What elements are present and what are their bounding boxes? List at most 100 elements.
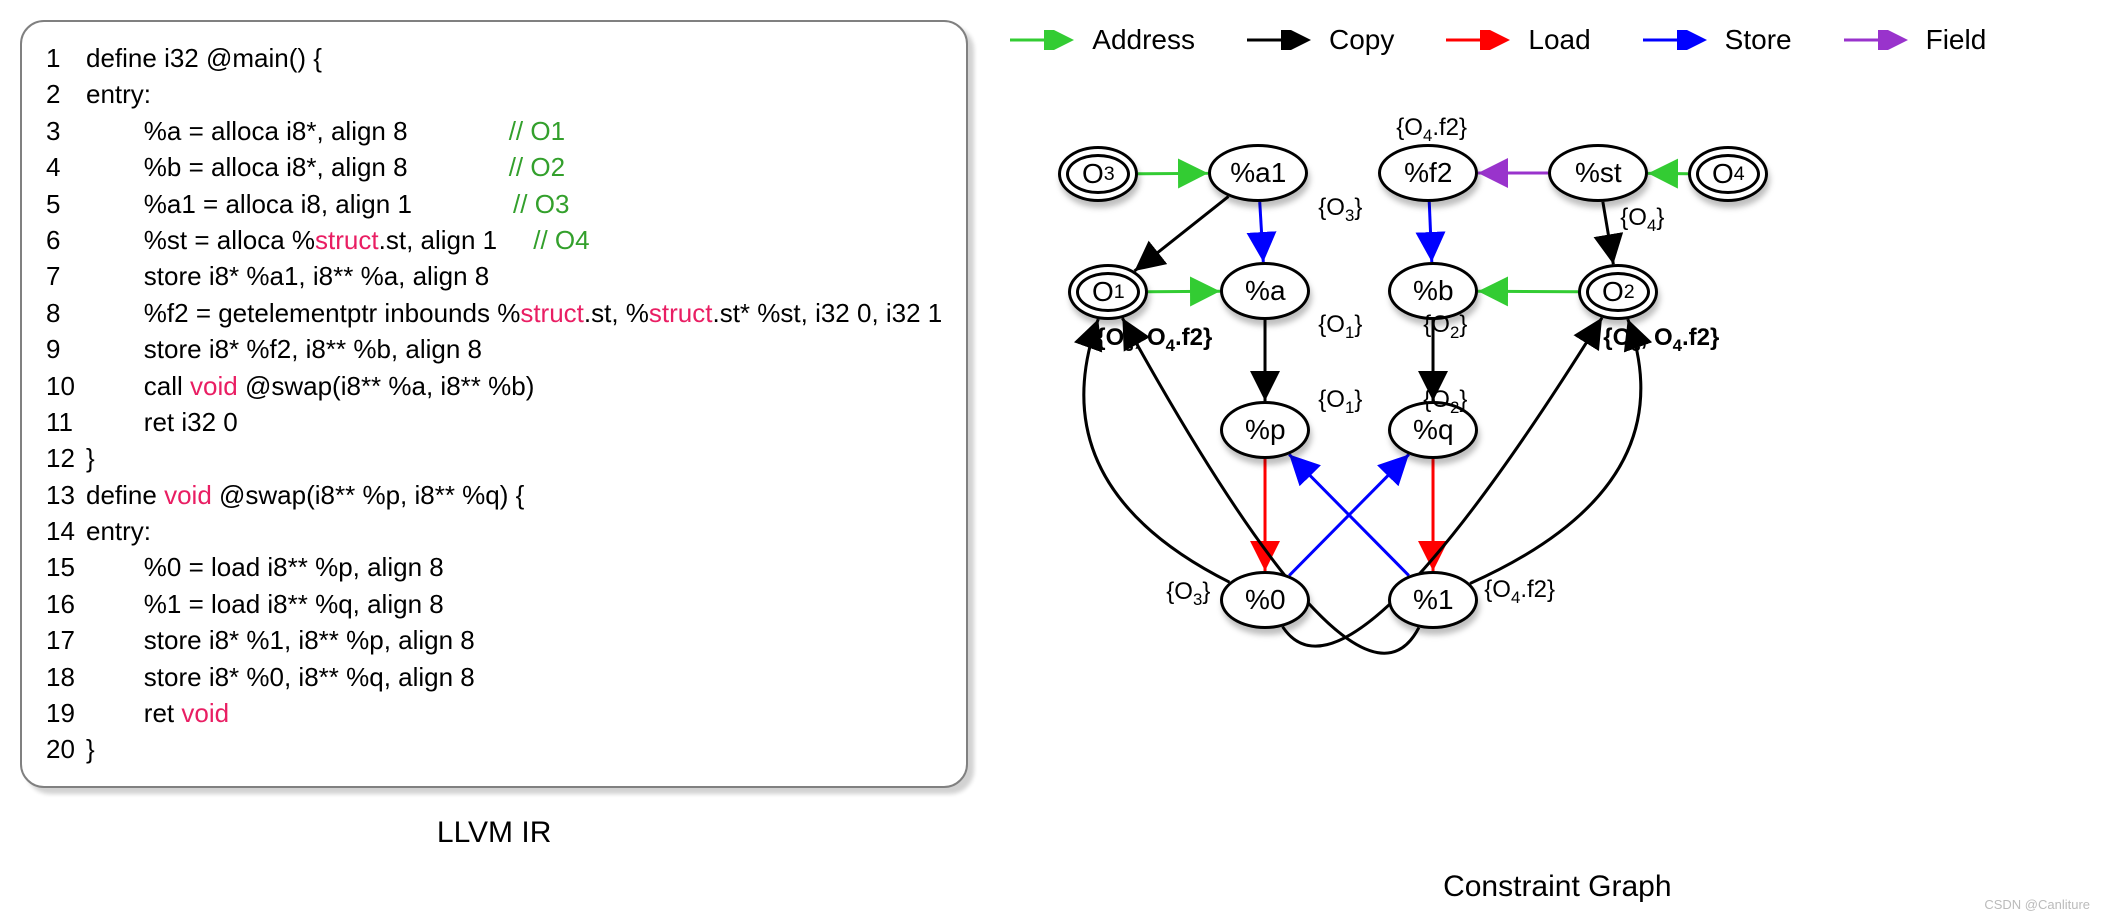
legend-item: Store [1641,24,1792,56]
node-points-to-label: {O4.f2} [1484,576,1555,608]
line-number: 13 [46,477,86,513]
code-text: %0 = load i8** %p, align 8 [86,549,444,585]
graph-edge [1135,196,1229,271]
constraint-graph: O3%a1%f2%stO4O1%a%bO2%p%q%0%1{O3}{O4.f2}… [1008,66,2102,846]
line-number: 9 [46,331,86,367]
code-line: 19 ret void [46,695,942,731]
line-number: 3 [46,113,86,149]
node-points-to-label: {O3} [1318,194,1362,226]
code-line: 18 store i8* %0, i8** %q, align 8 [46,659,942,695]
line-number: 17 [46,622,86,658]
node-points-to-label: {O3} [1166,578,1210,610]
line-number: 1 [46,40,86,76]
code-text: %a1 = alloca i8, align 1 // O3 [86,186,569,222]
line-number: 12 [46,440,86,476]
graph-node: %a1 [1208,144,1308,202]
line-number: 11 [46,404,86,440]
code-text: } [86,440,95,476]
code-text: %f2 = getelementptr inbounds %struct.st,… [86,295,942,331]
graph-edge [1603,202,1613,264]
line-number: 5 [46,186,86,222]
legend-item: Copy [1245,24,1394,56]
code-line: 2entry: [46,76,942,112]
graph-node: %0 [1220,571,1310,629]
code-line: 8 %f2 = getelementptr inbounds %struct.s… [46,295,942,331]
graph-node: O3 [1058,146,1138,202]
line-number: 15 [46,549,86,585]
line-number: 19 [46,695,86,731]
graph-edge [1260,202,1264,262]
code-text: store i8* %a1, i8** %a, align 8 [86,258,489,294]
watermark: CSDN @Canliture [1984,897,2090,912]
graph-node: %p [1220,401,1310,459]
code-line: 3 %a = alloca i8*, align 8 // O1 [46,113,942,149]
code-line: 13define void @swap(i8** %p, i8** %q) { [46,477,942,513]
node-points-to-label: {O2} [1423,386,1467,418]
code-line: 14entry: [46,513,942,549]
code-text: entry: [86,513,151,549]
graph-edge [1289,454,1409,575]
code-text: store i8* %0, i8** %q, align 8 [86,659,475,695]
node-points-to-label: {O1} [1318,311,1362,343]
code-line: 4 %b = alloca i8*, align 8 // O2 [46,149,942,185]
legend-item: Load [1444,24,1590,56]
code-text: define i32 @main() { [86,40,322,76]
line-number: 4 [46,149,86,185]
code-line: 16 %1 = load i8** %q, align 8 [46,586,942,622]
graph-node: %a [1220,262,1310,320]
line-number: 8 [46,295,86,331]
code-text: } [86,731,95,767]
code-line: 9 store i8* %f2, i8** %b, align 8 [46,331,942,367]
code-text: define void @swap(i8** %p, i8** %q) { [86,477,524,513]
graph-node: O4 [1688,146,1768,202]
legend: Address Copy Load Store Field [1008,24,2102,56]
graph-node: O1 [1068,264,1148,320]
node-points-to-label: {O3, O4.f2} [1603,324,1719,356]
code-line: 17 store i8* %1, i8** %p, align 8 [46,622,942,658]
code-text: %a = alloca i8*, align 8 // O1 [86,113,565,149]
left-caption: LLVM IR [20,816,968,850]
graph-node: %f2 [1378,144,1478,202]
code-text: store i8* %f2, i8** %b, align 8 [86,331,482,367]
code-line: 12} [46,440,942,476]
code-text: %1 = load i8** %q, align 8 [86,586,444,622]
code-text: entry: [86,76,151,112]
line-number: 7 [46,258,86,294]
code-line: 6 %st = alloca %struct.st, align 1 // O4 [46,222,942,258]
graph-edge [1430,202,1433,262]
line-number: 20 [46,731,86,767]
code-text: ret i32 0 [86,404,238,440]
line-number: 10 [46,368,86,404]
code-line: 10 call void @swap(i8** %a, i8** %b) [46,368,942,404]
graph-edge [1470,319,1641,583]
line-number: 14 [46,513,86,549]
node-points-to-label: {O2} [1423,311,1467,343]
node-points-to-label: {O4.f2} [1396,114,1467,146]
node-points-to-label: {O4} [1620,204,1664,236]
left-panel: 1define i32 @main() {2entry:3 %a = alloc… [20,20,968,896]
line-number: 18 [46,659,86,695]
graph-edge [1084,319,1230,582]
root: 1define i32 @main() {2entry:3 %a = alloc… [0,0,2102,916]
code-line: 11 ret i32 0 [46,404,942,440]
code-text: %b = alloca i8*, align 8 // O2 [86,149,565,185]
code-box: 1define i32 @main() {2entry:3 %a = alloc… [20,20,968,788]
code-text: %st = alloca %struct.st, align 1 // O4 [86,222,590,258]
right-caption: Constraint Graph [1443,870,1671,904]
code-text: ret void [86,695,229,731]
code-line: 20} [46,731,942,767]
line-number: 6 [46,222,86,258]
graph-node: O2 [1578,264,1658,320]
code-line: 15 %0 = load i8** %p, align 8 [46,549,942,585]
legend-item: Address [1008,24,1195,56]
node-points-to-label: {O1} [1318,386,1362,418]
right-panel: Address Copy Load Store Field O3 %a1 %f2 %st O4 O… [1008,20,2102,896]
code-line: 5 %a1 = alloca i8, align 1 // O3 [46,186,942,222]
node-points-to-label: {O3, O4.f2} [1096,324,1212,356]
legend-item: Field [1842,24,1987,56]
code-line: 1define i32 @main() { [46,40,942,76]
graph-node: %st [1548,144,1648,202]
graph-node: %1 [1388,571,1478,629]
graph-edge [1478,291,1578,292]
code-text: store i8* %1, i8** %p, align 8 [86,622,475,658]
